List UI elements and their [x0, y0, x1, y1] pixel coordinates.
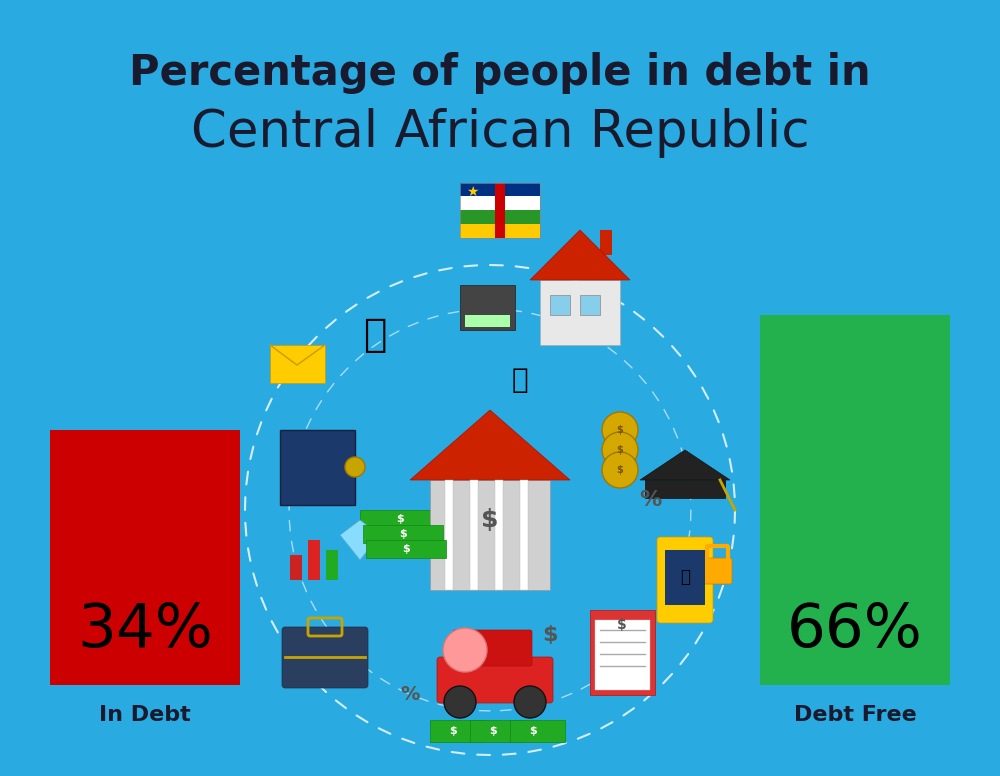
FancyBboxPatch shape: [460, 210, 540, 223]
FancyBboxPatch shape: [453, 630, 532, 666]
FancyBboxPatch shape: [495, 182, 505, 237]
Text: $: $: [617, 618, 627, 632]
FancyBboxPatch shape: [470, 480, 478, 590]
Polygon shape: [410, 410, 570, 480]
Text: $: $: [489, 726, 497, 736]
FancyBboxPatch shape: [430, 720, 485, 742]
FancyBboxPatch shape: [50, 430, 240, 685]
Text: In Debt: In Debt: [99, 705, 191, 725]
Circle shape: [602, 412, 638, 448]
FancyBboxPatch shape: [363, 525, 443, 543]
Polygon shape: [530, 230, 630, 280]
FancyBboxPatch shape: [460, 223, 540, 237]
FancyBboxPatch shape: [270, 345, 325, 383]
FancyBboxPatch shape: [290, 555, 302, 580]
Circle shape: [345, 457, 365, 477]
FancyBboxPatch shape: [282, 627, 368, 688]
FancyBboxPatch shape: [308, 540, 320, 580]
Text: $: $: [529, 726, 537, 736]
FancyBboxPatch shape: [760, 315, 950, 685]
Text: $: $: [617, 445, 623, 455]
FancyBboxPatch shape: [580, 295, 600, 315]
FancyBboxPatch shape: [590, 610, 655, 695]
Text: $: $: [449, 726, 457, 736]
FancyBboxPatch shape: [430, 480, 550, 590]
FancyBboxPatch shape: [460, 285, 515, 330]
FancyBboxPatch shape: [665, 550, 705, 605]
FancyBboxPatch shape: [540, 280, 620, 345]
Circle shape: [514, 686, 546, 718]
FancyBboxPatch shape: [437, 657, 553, 703]
FancyBboxPatch shape: [595, 620, 650, 690]
FancyBboxPatch shape: [360, 510, 440, 528]
FancyBboxPatch shape: [326, 550, 338, 580]
Text: 34%: 34%: [77, 601, 213, 660]
FancyBboxPatch shape: [460, 182, 540, 196]
Polygon shape: [640, 450, 730, 480]
Text: Debt Free: Debt Free: [794, 705, 916, 725]
Circle shape: [602, 432, 638, 468]
Text: %: %: [639, 490, 661, 510]
Text: 🦅: 🦅: [363, 316, 387, 354]
Text: 66%: 66%: [787, 601, 923, 660]
Text: $: $: [399, 529, 407, 539]
Text: 🔑: 🔑: [512, 366, 528, 394]
FancyBboxPatch shape: [550, 295, 570, 315]
FancyBboxPatch shape: [495, 480, 503, 590]
FancyBboxPatch shape: [510, 720, 565, 742]
Text: $: $: [396, 514, 404, 524]
FancyBboxPatch shape: [460, 196, 540, 210]
Text: $: $: [542, 625, 558, 645]
Polygon shape: [340, 520, 380, 560]
FancyBboxPatch shape: [366, 540, 446, 558]
Text: Central African Republic: Central African Republic: [191, 108, 809, 158]
FancyBboxPatch shape: [445, 480, 453, 590]
Text: 🏦: 🏦: [680, 568, 690, 586]
FancyBboxPatch shape: [657, 537, 713, 623]
Circle shape: [443, 628, 487, 672]
Text: $: $: [617, 425, 623, 435]
Text: %: %: [400, 685, 420, 705]
Text: Percentage of people in debt in: Percentage of people in debt in: [129, 52, 871, 94]
FancyBboxPatch shape: [470, 720, 525, 742]
FancyBboxPatch shape: [645, 480, 725, 498]
Text: $: $: [402, 544, 410, 554]
FancyBboxPatch shape: [520, 480, 528, 590]
FancyBboxPatch shape: [280, 430, 355, 505]
Circle shape: [444, 686, 476, 718]
FancyBboxPatch shape: [465, 315, 510, 327]
Circle shape: [602, 452, 638, 488]
FancyBboxPatch shape: [600, 230, 612, 255]
Text: $: $: [617, 465, 623, 475]
Text: ★: ★: [466, 185, 478, 199]
Text: $: $: [481, 508, 499, 532]
FancyBboxPatch shape: [703, 558, 732, 584]
